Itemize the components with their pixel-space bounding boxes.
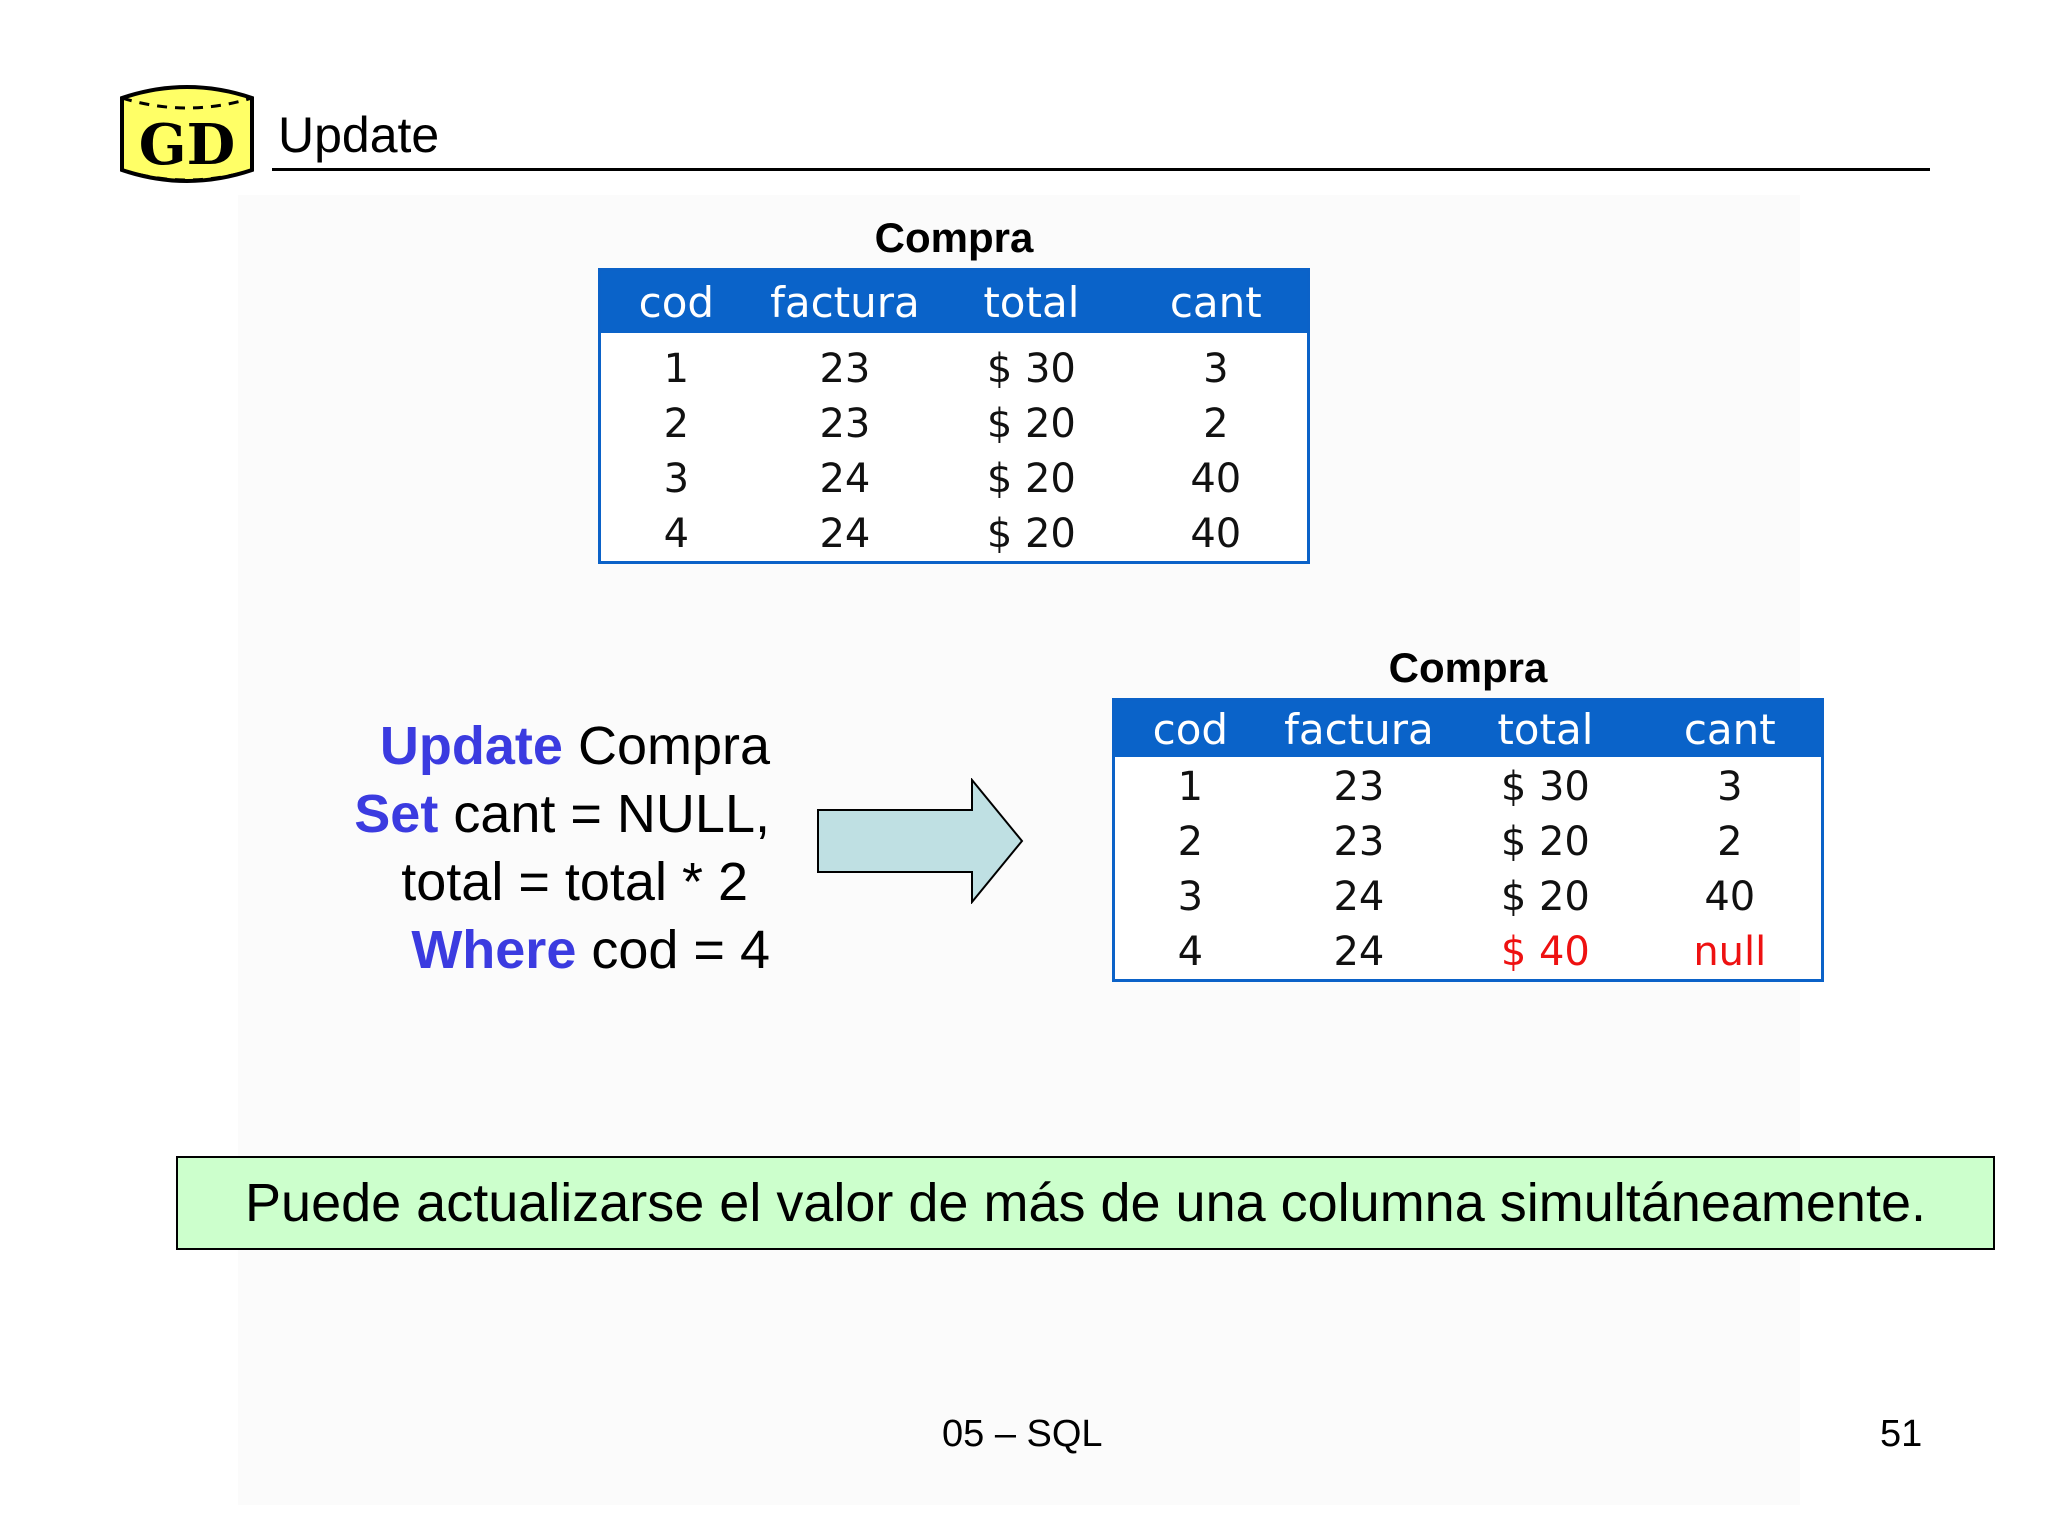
table-caption: Compra	[874, 214, 1034, 261]
cell: 3	[1717, 763, 1743, 810]
footer-section-label: 05 – SQL	[942, 1413, 1103, 1455]
sql-keyword-update: Update	[379, 716, 563, 776]
table-row-updated: 4 24 $ 40 null	[1115, 924, 1821, 979]
cell: 3	[1203, 345, 1229, 392]
sql-line-update: Update Compra	[300, 712, 770, 780]
sql-keyword-set: Set	[354, 784, 439, 844]
logo-text: GD	[139, 112, 235, 178]
column-header-total: total	[1497, 704, 1594, 754]
cell: 40	[1190, 455, 1242, 502]
sql-text: Compra	[562, 716, 770, 776]
cell: $ 30	[1500, 763, 1590, 810]
cell: $ 20	[986, 400, 1076, 447]
cell: 24	[819, 455, 871, 502]
table-header: cod factura total cant	[1115, 701, 1821, 757]
cell: 40	[1704, 873, 1756, 920]
cell: 1	[663, 345, 690, 392]
column-header-cant: cant	[1169, 277, 1262, 327]
column-header-factura: factura	[1284, 704, 1434, 754]
table-row: 2 23 $ 20 2	[1115, 814, 1821, 869]
sql-line-total: total = total * 2	[300, 848, 770, 916]
page-number: 51	[1880, 1413, 1923, 1455]
table-row: 3 24 $ 20 40	[1115, 869, 1821, 924]
note-box: Puede actualizarse el valor de más de un…	[176, 1156, 1995, 1250]
cell: 3	[663, 455, 690, 502]
cell: $ 20	[986, 455, 1076, 502]
column-header-cod: cod	[1152, 704, 1229, 754]
sql-line-where: Where cod = 4	[300, 916, 770, 984]
table-row: 1 23 $ 30 3	[1115, 759, 1821, 814]
updated-cell-total: $ 40	[1500, 928, 1590, 975]
cell: 2	[1177, 818, 1204, 865]
table-row: 2 23 $ 20 2	[601, 396, 1307, 451]
column-header-total: total	[983, 277, 1080, 327]
table-row: 4 24 $ 20 40	[601, 506, 1307, 561]
gd-logo: GD	[118, 82, 256, 186]
table-row: 3 24 $ 20 40	[601, 451, 1307, 506]
cell: $ 20	[1500, 873, 1590, 920]
title-divider	[272, 168, 1930, 171]
sql-text: total = total * 2	[401, 852, 748, 912]
cell: 1	[1177, 763, 1204, 810]
cell: 2	[663, 400, 690, 447]
cell: 2	[1203, 400, 1229, 447]
database-cylinder-icon: GD	[120, 85, 254, 183]
cell: 23	[819, 400, 871, 447]
right-arrow-icon	[816, 777, 1026, 905]
cell: 23	[1333, 763, 1385, 810]
cell: 4	[663, 510, 690, 557]
table-header: cod factura total cant	[601, 271, 1307, 333]
cell: 40	[1190, 510, 1242, 557]
cell: 24	[1333, 928, 1385, 975]
table-caption: Compra	[1388, 644, 1548, 691]
cell: 2	[1717, 818, 1743, 865]
cell: 24	[1333, 873, 1385, 920]
updated-cell-cant: null	[1693, 928, 1767, 975]
table-before: Compra cod factura total cant 1 23 $ 30 …	[598, 208, 1310, 564]
sql-text: cod = 4	[576, 920, 770, 980]
column-header-factura: factura	[770, 277, 920, 327]
sql-statement: Update Compra Set cant = NULL, total = t…	[300, 712, 770, 984]
table-after: Compra cod factura total cant 1 23 $ 30 …	[1112, 638, 1824, 982]
cell: 23	[1333, 818, 1385, 865]
sql-text: cant = NULL,	[438, 784, 770, 844]
slide-title: Update	[278, 107, 440, 163]
cell: 24	[819, 510, 871, 557]
cell: $ 30	[986, 345, 1076, 392]
sql-keyword-where: Where	[411, 920, 577, 980]
cell: 4	[1177, 928, 1204, 975]
cell: 23	[819, 345, 871, 392]
cell: $ 20	[986, 510, 1076, 557]
column-header-cod: cod	[638, 277, 715, 327]
table-row: 1 23 $ 30 3	[601, 341, 1307, 396]
column-header-cant: cant	[1683, 704, 1776, 754]
cell: $ 20	[1500, 818, 1590, 865]
sql-line-set: Set cant = NULL,	[300, 780, 770, 848]
cell: 3	[1177, 873, 1204, 920]
